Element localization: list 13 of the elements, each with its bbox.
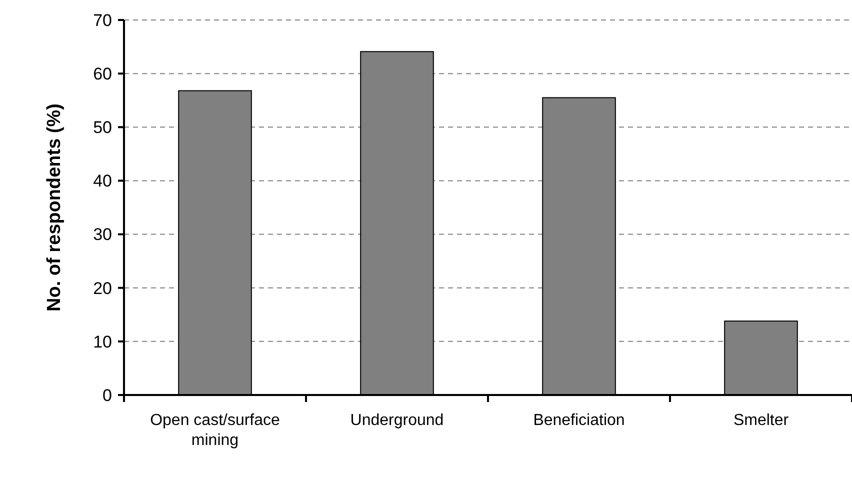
x-tick-label: Smelter bbox=[733, 412, 790, 429]
y-tick-label: 0 bbox=[102, 386, 112, 405]
x-tick-label: Open cast/surface mining bbox=[150, 412, 280, 449]
y-tick-label: 30 bbox=[93, 225, 112, 244]
y-tick-label: 70 bbox=[93, 10, 112, 30]
x-tick-label: Beneficiation bbox=[533, 412, 625, 429]
y-tick-label: 60 bbox=[93, 64, 112, 84]
x-tick-label: Underground bbox=[350, 412, 444, 429]
y-axis-title: No. of respondents (%) bbox=[44, 104, 65, 312]
y-tick-label: 10 bbox=[93, 332, 112, 352]
y-tick-label: 50 bbox=[93, 118, 112, 138]
y-tick-label: 40 bbox=[93, 172, 112, 191]
y-tick-label: 20 bbox=[93, 278, 112, 298]
